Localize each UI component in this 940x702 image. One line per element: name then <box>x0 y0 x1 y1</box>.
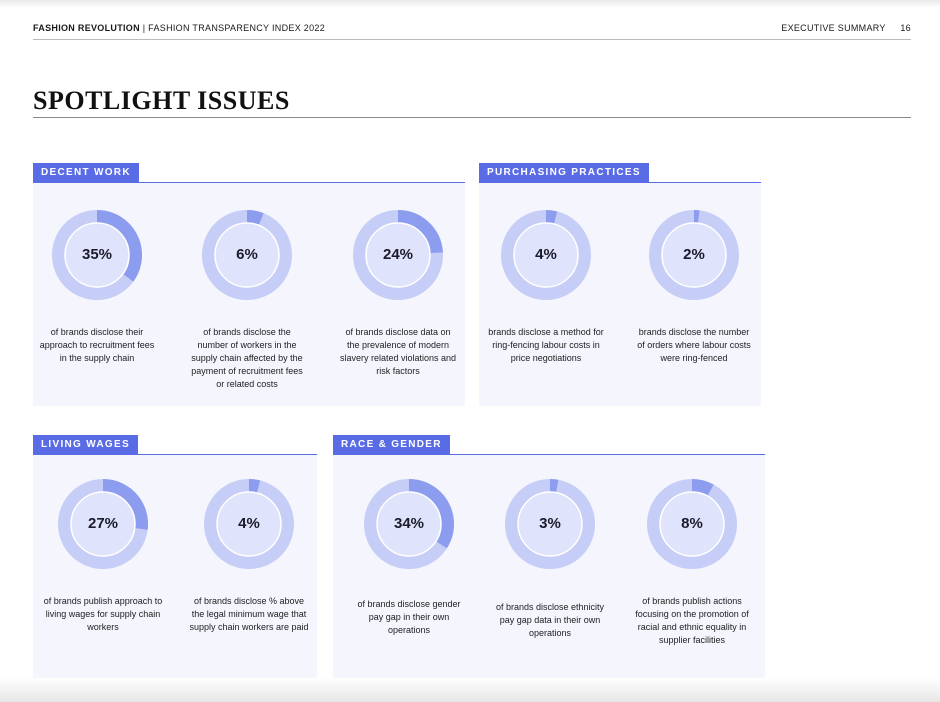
stat-percentage: 6% <box>236 246 258 263</box>
donut-chart <box>505 479 595 569</box>
stat-description: of brands publish actions focusing on th… <box>635 596 749 645</box>
section-tab-decent-work: DECENT WORK <box>33 163 139 183</box>
stat-percentage: 35% <box>81 246 113 263</box>
donut-chart <box>649 210 739 300</box>
donut-value-arc <box>649 210 739 300</box>
donut-chart <box>647 479 737 569</box>
page-shadow-bottom <box>0 678 940 702</box>
stat-description: of brands disclose % above the legal min… <box>189 596 309 632</box>
donut-center <box>365 222 431 288</box>
donut-value-arc <box>52 210 142 300</box>
stat-percentage: 3% <box>539 515 561 532</box>
page-number: 16 <box>900 23 911 33</box>
race-gender-rule <box>333 454 765 455</box>
header-separator: | <box>142 23 146 33</box>
page-title: SPOTLIGHT ISSUES <box>33 86 290 115</box>
stat-workers-affected-by-fees: 6% of brands disclose the number of worke… <box>187 210 307 425</box>
stat-living-wage-approach: 27% of brands publish approach to living … <box>43 479 163 694</box>
donut-chart <box>202 210 292 300</box>
donut-center <box>513 222 579 288</box>
stat-percentage: 24% <box>382 246 414 263</box>
stat-description: of brands disclose data on the prevalenc… <box>339 327 457 376</box>
stat-racial-equality-actions: 8% of brands publish actions focusing on … <box>632 479 752 694</box>
donut-chart <box>501 210 591 300</box>
donut-center <box>376 491 442 557</box>
donut-center <box>64 222 130 288</box>
stat-percentage: 4% <box>535 246 557 263</box>
stat-above-minimum-wage: 4% of brands disclose % above the legal m… <box>189 479 309 694</box>
stat-description: brands disclose a method for ring-fencin… <box>488 327 604 363</box>
stat-modern-slavery-data: 24% of brands disclose data on the preval… <box>338 210 458 425</box>
donut-value-arc <box>58 479 148 569</box>
donut-value-arc <box>647 479 737 569</box>
section-tab-purchasing-practices: PURCHASING PRACTICES <box>479 163 649 183</box>
brand-name: FASHION REVOLUTION <box>33 23 140 33</box>
stat-ring-fencing-method: 4% brands disclose a method for ring-fenc… <box>486 210 606 425</box>
donut-chart <box>204 479 294 569</box>
stat-gender-pay-gap: 34% of brands disclose gender pay gap in … <box>349 479 469 694</box>
donut-chart <box>353 210 443 300</box>
donut-chart <box>58 479 148 569</box>
donut-value-arc <box>353 210 443 300</box>
donut-center <box>214 222 280 288</box>
donut-center <box>661 222 727 288</box>
stat-description: of brands disclose gender pay gap in the… <box>357 599 461 635</box>
donut-center <box>517 491 583 557</box>
stat-description: brands disclose the number of orders whe… <box>637 327 751 363</box>
donut-chart <box>52 210 142 300</box>
header-right: EXECUTIVE SUMMARY 16 <box>781 23 911 33</box>
stat-percentage: 4% <box>238 515 260 532</box>
publication-name: FASHION TRANSPARENCY INDEX 2022 <box>148 23 326 33</box>
stat-ethnicity-pay-gap: 3% of brands disclose ethnicity pay gap d… <box>490 479 610 694</box>
stat-description: of brands publish approach to living wag… <box>43 596 163 632</box>
section-name: EXECUTIVE SUMMARY <box>781 23 886 33</box>
page-header: FASHION REVOLUTION | FASHION TRANSPARENC… <box>33 21 911 40</box>
donut-center <box>70 491 136 557</box>
stat-percentage: 8% <box>681 515 703 532</box>
stat-percentage: 2% <box>683 246 705 263</box>
page-shadow-top <box>0 0 940 8</box>
title-divider <box>33 117 911 118</box>
donut-value-arc <box>204 479 294 569</box>
living-wages-rule <box>33 454 317 455</box>
donut-center <box>216 491 282 557</box>
donut-value-arc <box>501 210 591 300</box>
donut-value-arc <box>202 210 292 300</box>
stat-description: of brands disclose ethnicity pay gap dat… <box>495 602 605 638</box>
stat-description: of brands disclose the number of workers… <box>191 327 303 389</box>
stat-recruitment-fees-approach: 35% of brands disclose their approach to … <box>37 210 157 425</box>
stat-percentage: 27% <box>87 515 119 532</box>
donut-chart <box>364 479 454 569</box>
section-tab-living-wages: LIVING WAGES <box>33 435 138 455</box>
header-brand: FASHION REVOLUTION | FASHION TRANSPARENC… <box>33 23 325 33</box>
stat-percentage: 34% <box>393 515 425 532</box>
decent-work-rule <box>33 182 465 183</box>
donut-center <box>659 491 725 557</box>
stat-description: of brands disclose their approach to rec… <box>39 327 155 363</box>
section-tab-race-gender: RACE & GENDER <box>333 435 450 455</box>
donut-value-arc <box>505 479 595 569</box>
donut-value-arc <box>364 479 454 569</box>
stat-ring-fenced-orders: 2% brands disclose the number of orders w… <box>634 210 754 425</box>
